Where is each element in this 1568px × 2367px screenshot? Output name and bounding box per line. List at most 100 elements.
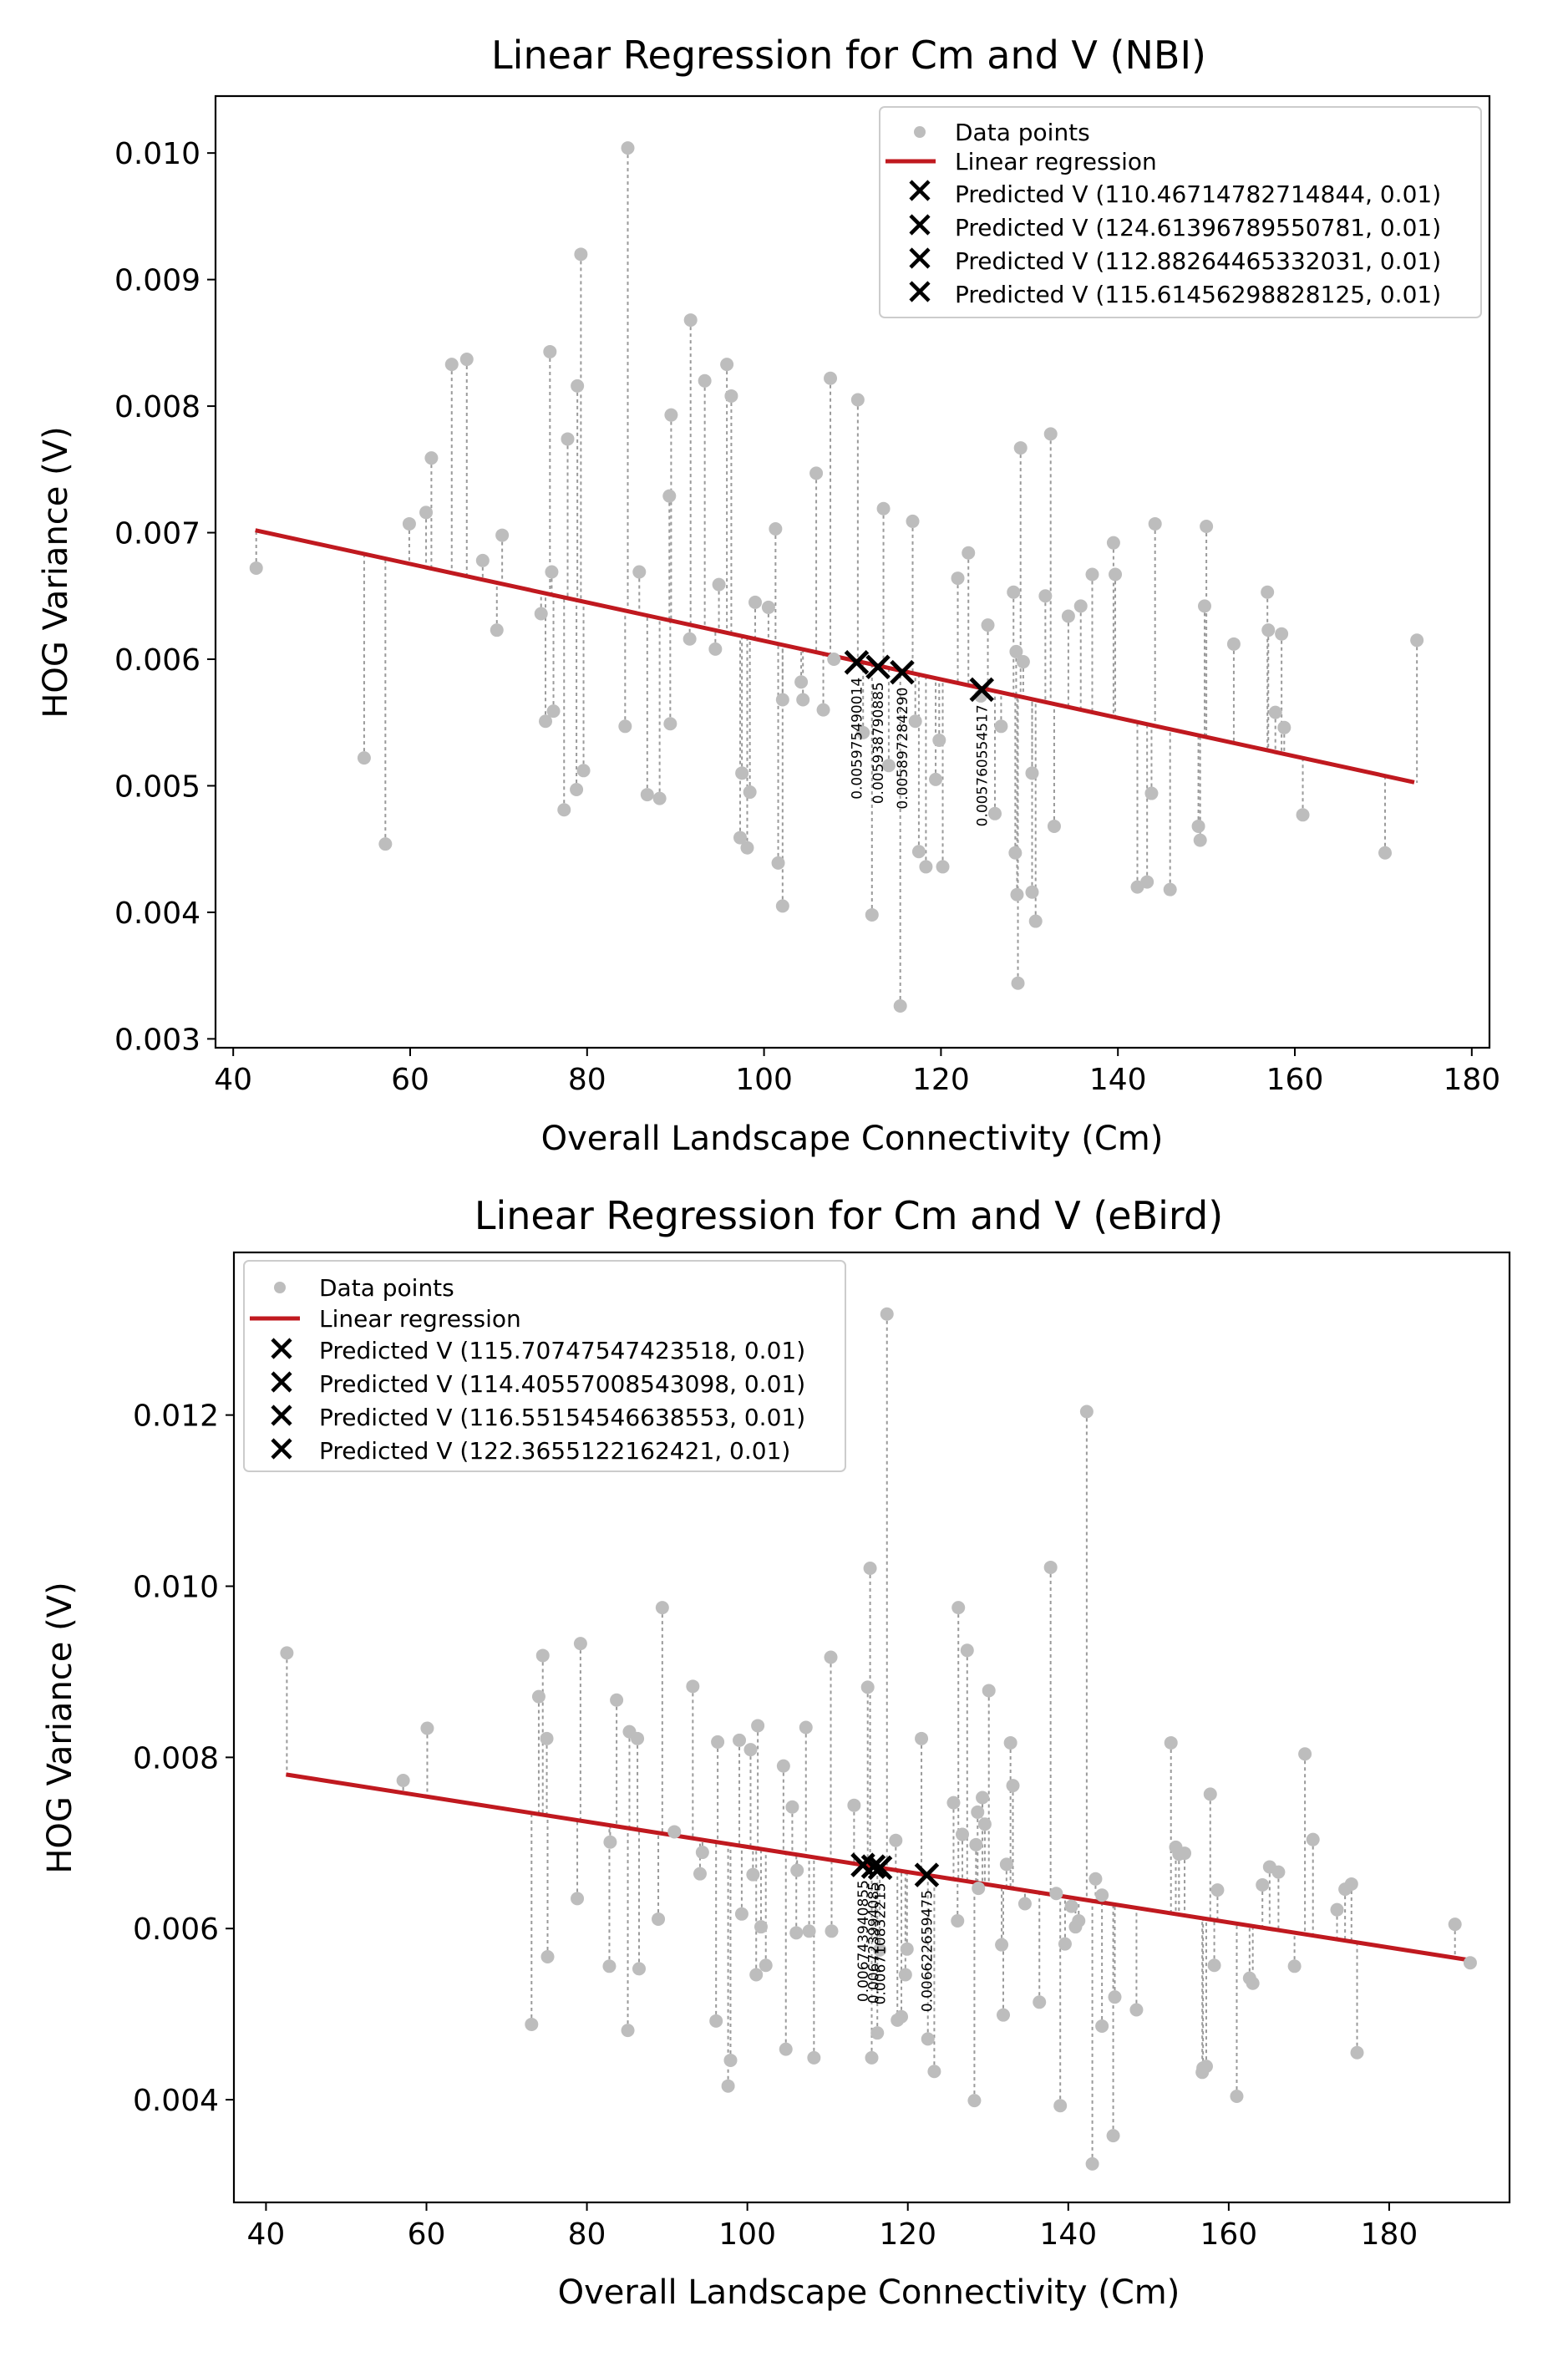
data-point [1061,609,1075,623]
data-point [1268,705,1282,719]
data-point [693,1867,707,1881]
data-point [1085,567,1099,582]
data-point [574,247,588,262]
data-point [535,1648,550,1663]
y-tick-label: 0.004 [133,2084,219,2118]
legend-entry: Predicted V (110.46714782714844, 0.01) [955,180,1441,208]
data-point [734,1907,748,1921]
y-tick-label: 0.005 [114,770,200,804]
data-point [1203,1787,1217,1801]
data-point [1140,875,1154,889]
x-tick-label: 160 [1266,1063,1324,1097]
predicted-marker [969,677,995,703]
data-point [1261,585,1275,599]
data-point [663,717,677,731]
x-tick-label: 80 [568,2217,606,2252]
predicted-marker [867,1855,893,1881]
data-point [1287,1959,1302,1973]
y-tick-label: 0.012 [133,1399,219,1434]
data-point [929,772,943,786]
data-point [1008,846,1022,860]
data-point [632,1962,646,1976]
x-tick-label: 120 [879,2217,936,2252]
legend-entry: Data points [319,1274,454,1302]
data-point [900,1942,914,1956]
data-point [1163,882,1177,897]
data-point [652,1912,666,1926]
data-point [733,1733,747,1747]
data-point [761,600,775,614]
data-point [994,719,1008,734]
data-point [540,1731,554,1745]
data-point [911,845,926,859]
data-point [1095,2019,1109,2033]
data-point [951,1601,966,1615]
data-point [824,371,838,385]
data-point [1200,519,1214,533]
data-point [402,516,416,531]
prediction-label: 0.006743940855 [855,1880,872,2002]
y-tick-label: 0.010 [114,137,200,171]
data-point [1085,2156,1099,2171]
predicted-marker [890,659,915,685]
data-point [1033,1995,1047,2009]
x-marker-icon [909,214,931,236]
x-tick-label: 60 [408,2217,446,2252]
data-point [419,505,434,520]
data-point [789,1926,804,1940]
data-point [1049,1887,1063,1901]
data-point [1164,1735,1178,1750]
data-point [825,1924,839,1938]
data-point [921,2032,935,2046]
data-point [995,1938,1009,1952]
data-point [865,907,879,922]
data-point [652,791,667,805]
data-point [860,1680,875,1694]
data-point [1191,819,1205,833]
data-point [807,2050,821,2065]
x-marker-icon [271,1338,292,1359]
data-point [733,830,748,845]
data-point [751,1719,765,1733]
data-point [740,841,754,855]
x-tick-label: 120 [912,1063,970,1097]
legend-entry: Predicted V (116.55154546638553, 0.01) [319,1404,805,1431]
data-point [444,358,459,372]
data-point [997,2008,1011,2022]
data-point [396,1774,410,1788]
data-point [561,432,575,446]
data-point [1129,2003,1144,2017]
data-point [534,607,548,621]
data-point [893,999,907,1013]
data-point [1013,441,1028,455]
data-point [1148,516,1162,531]
data-point [743,785,757,800]
data-point [459,353,474,367]
y-tick-label: 0.006 [133,1912,219,1947]
data-point [946,1796,961,1810]
data-point [1017,1897,1032,1911]
data-point [971,1805,985,1819]
data-point [1144,786,1159,800]
data-point [962,546,976,560]
data-point [919,860,933,874]
data-point [1448,1917,1462,1932]
x-tick-label: 180 [1443,1063,1500,1097]
data-point [936,860,950,874]
data-point [870,2026,885,2040]
data-point [748,595,763,609]
data-points [280,1307,1477,2171]
data-point [571,1892,585,1906]
data-point [880,1307,894,1321]
chart-ebird: Linear Regression for Cm and V (eBird) 0… [41,1193,1511,2312]
data-point [1230,2089,1244,2103]
data-point [865,2050,879,2065]
data-point [1088,1872,1103,1886]
data-point [1028,914,1043,928]
y-axis-label: HOG Variance (V) [37,426,75,718]
data-point [1106,2129,1120,2143]
data-point [824,1650,838,1664]
data-point [1378,846,1393,860]
data-point [972,1882,986,1896]
data-point [794,675,809,689]
